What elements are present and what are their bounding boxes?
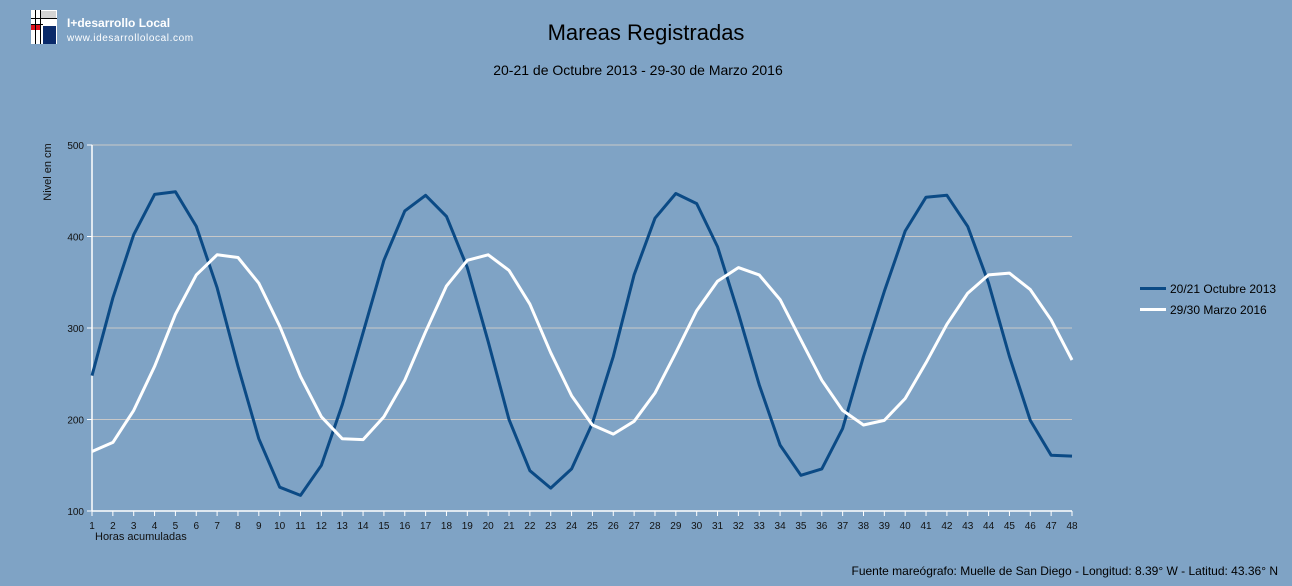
x-tick-label: 22 — [524, 521, 536, 532]
legend-item-series-2: 29/30 Marzo 2016 — [1140, 299, 1276, 320]
x-tick-label: 3 — [131, 521, 137, 532]
x-tick-label: 30 — [691, 521, 703, 532]
x-tick-label: 24 — [566, 521, 578, 532]
x-tick-label: 16 — [399, 521, 411, 532]
x-tick-label: 6 — [193, 521, 199, 532]
y-tick-label: 200 — [67, 416, 84, 427]
gridlines — [92, 144, 1072, 420]
x-tick-label: 21 — [503, 521, 515, 532]
idesarrollo-logo-icon — [31, 10, 57, 44]
x-tick-label: 44 — [983, 521, 995, 532]
x-tick-label: 32 — [733, 521, 745, 532]
legend-label-series-2: 29/30 Marzo 2016 — [1170, 302, 1267, 317]
x-tick-label: 41 — [920, 521, 932, 532]
x-tick-label: 36 — [816, 521, 828, 532]
data-source-note: Fuente mareógrafo: Muelle de San Diego -… — [851, 564, 1278, 578]
x-tick-label: 19 — [462, 521, 474, 532]
x-tick-label: 27 — [629, 521, 641, 532]
legend-label-series-1: 20/21 Octubre 2013 — [1170, 281, 1277, 296]
x-tick-label: 13 — [337, 521, 349, 532]
data-series — [90, 190, 1074, 497]
x-axis-title: Horas acumuladas — [95, 531, 187, 543]
x-tick-label: 20 — [483, 521, 495, 532]
x-tick-label: 5 — [173, 521, 179, 532]
legend-swatch-series-2 — [1140, 308, 1166, 311]
x-tick-label: 31 — [712, 521, 724, 532]
x-tick-label: 34 — [775, 521, 787, 532]
chart-title: Mareas Registradas — [547, 20, 745, 45]
x-tick-label: 7 — [214, 521, 220, 532]
x-tick-label: 26 — [608, 521, 620, 532]
x-tick-label: 39 — [879, 521, 891, 532]
x-tick-label: 42 — [941, 521, 953, 532]
x-tick-label: 43 — [962, 521, 974, 532]
x-tick-label: 23 — [545, 521, 557, 532]
x-tick-label: 8 — [235, 521, 241, 532]
x-tick-label: 18 — [441, 521, 453, 532]
chart-subtitle: 20-21 de Octubre 2013 - 29-30 de Marzo 2… — [493, 62, 783, 78]
x-tick-label: 33 — [754, 521, 766, 532]
x-tick-label: 9 — [256, 521, 262, 532]
x-tick-label: 29 — [670, 521, 682, 532]
x-tick-label: 1 — [89, 521, 95, 532]
series-line-1 — [90, 190, 1073, 497]
brand-name: I+desarrollo Local — [67, 16, 171, 30]
legend-item-series-1: 20/21 Octubre 2013 — [1140, 278, 1276, 299]
series-line-2 — [91, 253, 1074, 453]
y-tick-label: 500 — [67, 141, 84, 152]
legend-swatch-series-1 — [1140, 287, 1166, 290]
x-tick-label: 4 — [152, 521, 158, 532]
y-tick-label: 300 — [67, 324, 84, 335]
x-tick-label: 28 — [649, 521, 661, 532]
x-tick-label: 14 — [358, 521, 370, 532]
x-tick-label: 48 — [1066, 521, 1078, 532]
x-tick-label: 15 — [378, 521, 390, 532]
x-tick-label: 12 — [316, 521, 328, 532]
x-tick-label: 2 — [110, 521, 116, 532]
brand-url: www.idesarrollolocal.com — [67, 33, 194, 44]
x-tick-label: 45 — [1004, 521, 1016, 532]
x-tick-label: 38 — [858, 521, 870, 532]
x-tick-label: 11 — [295, 521, 306, 532]
x-tick-label: 40 — [900, 521, 912, 532]
x-tick-label: 17 — [420, 521, 432, 532]
x-tick-label: 37 — [837, 521, 849, 532]
x-tick-label: 47 — [1046, 521, 1058, 532]
y-tick-label: 100 — [67, 507, 84, 518]
legend: 20/21 Octubre 2013 29/30 Marzo 2016 — [1140, 278, 1276, 320]
y-axis-title: Nivel en cm — [42, 143, 54, 200]
x-tick-label: 35 — [795, 521, 807, 532]
x-tick-label: 46 — [1025, 521, 1037, 532]
y-tick-label: 400 — [67, 233, 84, 244]
x-tick-label: 25 — [587, 521, 599, 532]
x-tick-label: 10 — [274, 521, 286, 532]
